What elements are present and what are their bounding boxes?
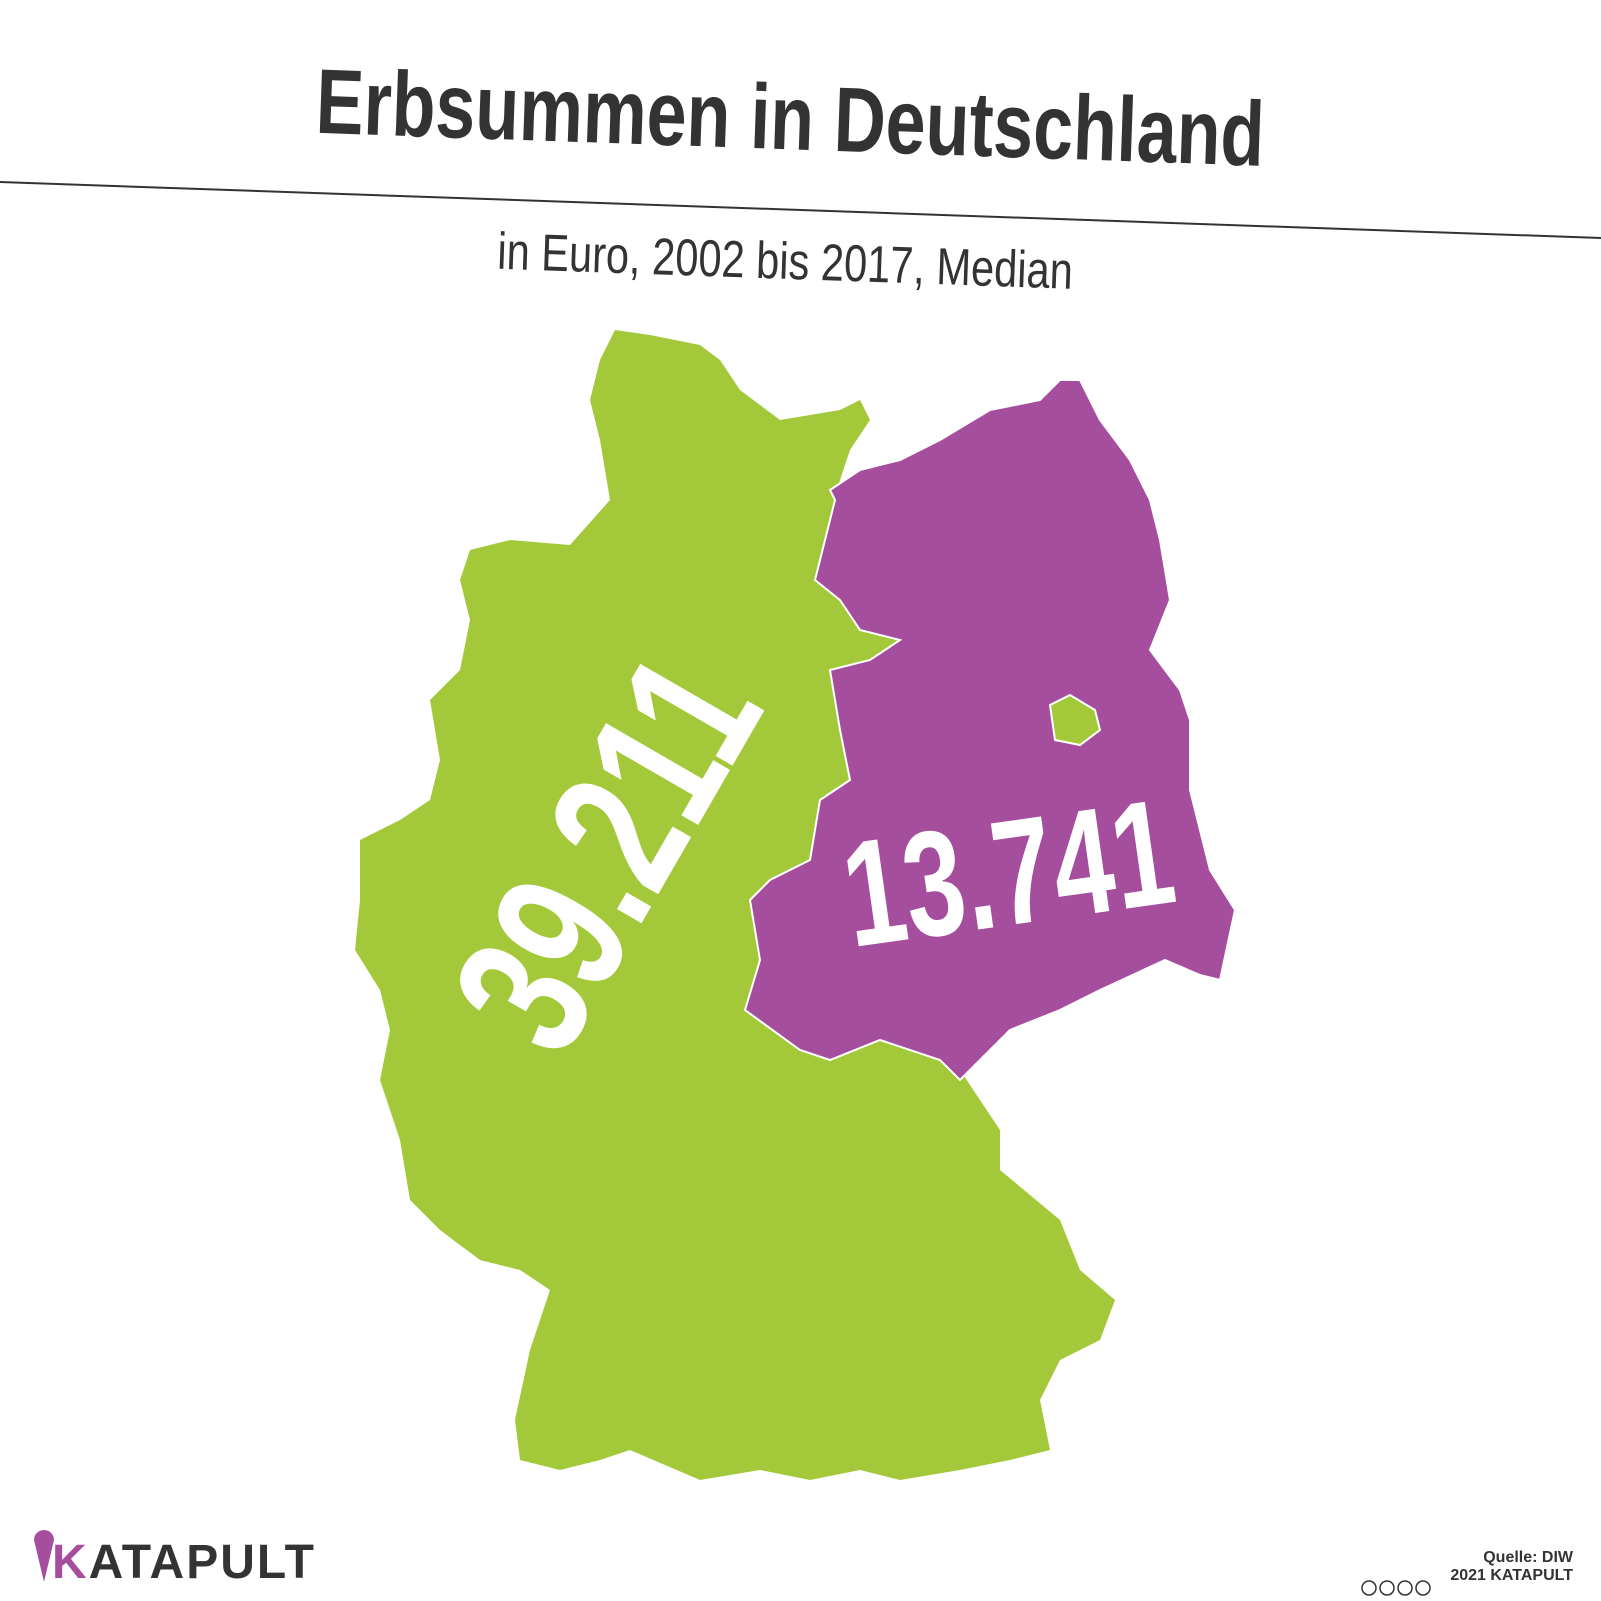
copyright: 2021 KATAPULT: [1450, 1567, 1573, 1584]
subtitle-group: in Euro, 2002 bis 2017, Median: [496, 221, 1073, 300]
logo-icon: [34, 1530, 54, 1582]
source: Quelle: DIW: [1483, 1549, 1573, 1566]
credits: Quelle: DIW 2021 KATAPULT: [1450, 1549, 1573, 1585]
title-group: Erbsummen in Deutschland: [314, 50, 1266, 186]
logo: KATAPULT: [52, 1536, 316, 1589]
berlin: [1048, 693, 1102, 747]
title: Erbsummen in Deutschland: [314, 50, 1266, 186]
title-rule: [0, 181, 1601, 239]
subtitle: in Euro, 2002 bis 2017, Median: [496, 221, 1073, 300]
west-germany: [355, 330, 1115, 1480]
east-germany: [743, 379, 1237, 1082]
license-icons: [1361, 1580, 1431, 1596]
